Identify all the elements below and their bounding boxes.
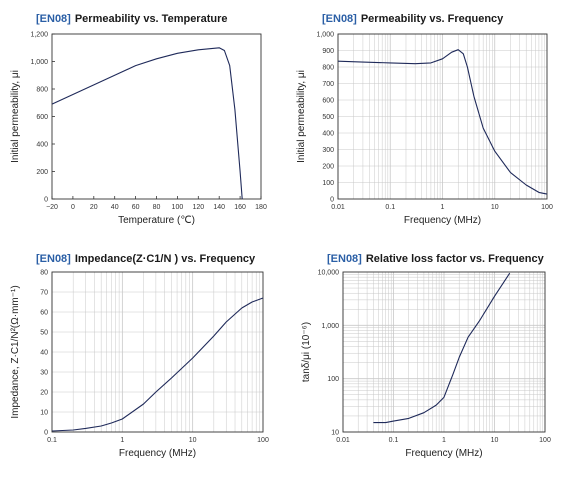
- chart-panel-1: [EN08] Permeability vs. Temperature −20 0 20…: [0, 0, 283, 240]
- series-line: [373, 272, 511, 424]
- y-tick-label: 0: [44, 197, 48, 204]
- x-tick-label: 20: [90, 204, 98, 211]
- chart-title-suffix: (Z·C1/N ) vs. Frequency: [132, 253, 256, 265]
- plot-frame: [337, 33, 548, 200]
- y-tick-label: 600: [36, 114, 48, 121]
- x-axis-label: Frequency (MHz): [405, 448, 482, 459]
- y-tick-label: 70: [40, 290, 48, 297]
- x-tick-label: 160: [234, 204, 246, 211]
- chart-panel-2: [EN08] Permeability vs. Frequency 0.01 0.1 1…: [283, 0, 567, 240]
- chart-title-text: Relative loss factor vs. Frequency: [366, 253, 545, 265]
- chart-permeability-vs-frequency: [EN08] Permeability vs. Frequency 0.01 0.1 1…: [296, 13, 553, 226]
- y-tick-label: 60: [40, 310, 48, 317]
- y-tick-label: 800: [322, 65, 334, 72]
- y-axis-label: Initial permeability, μi: [296, 70, 307, 163]
- y-tick-label: 10: [331, 430, 339, 437]
- y-tick-label: 100: [322, 180, 334, 187]
- x-tick-label: 100: [539, 437, 551, 444]
- x-axis-label: Temperature (℃): [118, 215, 195, 226]
- x-tick-label: 0.01: [331, 204, 345, 211]
- grid: [342, 272, 545, 433]
- y-tick-label: 700: [322, 81, 334, 88]
- y-tick-label: 500: [322, 114, 334, 121]
- y-tick-label: 900: [322, 48, 334, 55]
- chart-title: [EN08] Permeability vs. Frequency: [322, 13, 504, 25]
- chart-loss-factor-vs-frequency: [EN08] Relative loss factor vs. Frequency…: [301, 253, 551, 459]
- y-tick-label: 1,000: [316, 32, 334, 39]
- x-tick-label: 1: [441, 204, 445, 211]
- y-tick-label: 300: [322, 147, 334, 154]
- chart-title-code: [EN08]: [36, 253, 71, 265]
- x-tick-label: 100: [172, 204, 184, 211]
- x-tick-label: 80: [153, 204, 161, 211]
- y-tick-label: 0: [44, 430, 48, 437]
- y-tick-label: 80: [40, 270, 48, 277]
- y-tick-label: 0: [330, 197, 334, 204]
- y-tick-label: 10,000: [318, 270, 340, 277]
- x-tick-label: 0: [71, 204, 75, 211]
- series-line: [337, 49, 548, 195]
- y-tick-label: 400: [36, 142, 48, 149]
- plot-frame: [342, 271, 546, 433]
- y-axis-label: tanδ/μi (10⁻⁶): [301, 322, 312, 382]
- y-tick-label: 600: [322, 98, 334, 105]
- x-tick-label: 60: [132, 204, 140, 211]
- chart-impedance-vs-frequency: [EN08] Impedance(Z·C1/N ) vs. Frequency 0.…: [10, 253, 269, 459]
- x-tick-label: 100: [257, 437, 269, 444]
- y-axis-label: Initial permeability, μi: [10, 70, 21, 163]
- y-tick-label: 30: [40, 370, 48, 377]
- chart-title-code: [EN08]: [36, 13, 71, 25]
- y-tick-label: 20: [40, 390, 48, 397]
- x-tick-label: 180: [255, 204, 267, 211]
- plot-frame: [51, 271, 264, 433]
- chart-title: [EN08] Impedance(Z·C1/N ) vs. Frequency: [36, 253, 256, 265]
- chart-title-text: Impedance: [75, 253, 132, 265]
- x-tick-label: 100: [541, 204, 553, 211]
- x-tick-label: 140: [213, 204, 225, 211]
- x-axis-label: Frequency (MHz): [119, 448, 196, 459]
- chart-title: [EN08] Permeability vs. Temperature: [36, 13, 228, 25]
- x-tick-label: 0.1: [389, 437, 399, 444]
- chart-title-code: [EN08]: [322, 13, 357, 25]
- y-tick-label: 1,200: [30, 32, 48, 39]
- y-tick-label: 10: [40, 410, 48, 417]
- series-line: [51, 47, 243, 200]
- y-tick-label: 40: [40, 350, 48, 357]
- grid: [337, 33, 547, 200]
- x-tick-label: 0.1: [385, 204, 395, 211]
- chart-permeability-vs-temperature: [EN08] Permeability vs. Temperature−20 0 20…: [10, 13, 267, 226]
- y-tick-label: 100: [327, 376, 339, 383]
- y-tick-label: 200: [322, 164, 334, 171]
- x-axis-label: Frequency (MHz): [404, 215, 481, 226]
- x-tick-label: 1: [120, 437, 124, 444]
- y-tick-label: 50: [40, 330, 48, 337]
- y-tick-label: 1,000: [30, 59, 48, 66]
- x-tick-label: 120: [192, 204, 204, 211]
- x-tick-label: 10: [189, 437, 197, 444]
- y-tick-label: 1,000: [321, 323, 339, 330]
- y-tick-label: 400: [322, 131, 334, 138]
- x-tick-label: −20: [46, 204, 58, 211]
- chart-title-code: [EN08]: [327, 253, 362, 265]
- chart-title-text: Permeability vs. Temperature: [75, 13, 228, 25]
- chart-panel-3: [EN08] Impedance(Z·C1/N ) vs. Frequency 0.…: [0, 240, 283, 480]
- y-tick-label: 200: [36, 169, 48, 176]
- chart-title-text: Permeability vs. Frequency: [361, 13, 504, 25]
- series-line: [51, 297, 264, 432]
- x-tick-label: 10: [491, 437, 499, 444]
- y-axis-label: Impedance, Z·C1/N²(Ω·mm⁻¹): [10, 285, 21, 418]
- x-tick-label: 0.1: [47, 437, 57, 444]
- grid: [51, 271, 263, 433]
- x-tick-label: 0.01: [336, 437, 350, 444]
- chart-panel-4: [EN08] Relative loss factor vs. Frequency…: [283, 240, 567, 480]
- y-tick-label: 800: [36, 87, 48, 94]
- chart-title: [EN08] Relative loss factor vs. Frequency: [327, 253, 545, 265]
- x-tick-label: 10: [491, 204, 499, 211]
- x-tick-label: 40: [111, 204, 119, 211]
- x-tick-label: 1: [442, 437, 446, 444]
